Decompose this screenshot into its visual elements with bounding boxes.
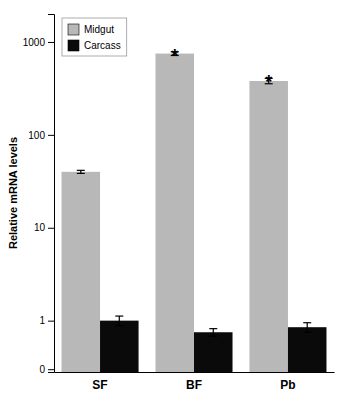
error-cap (77, 170, 85, 171)
y-tick-label: 10 (34, 222, 46, 233)
error-bar (119, 316, 120, 326)
x-tick-label: BF (186, 378, 202, 392)
legend-label: Midgut (84, 24, 114, 35)
y-tick-mark (48, 135, 54, 136)
y-axis-title: Relative mRNA levels (7, 137, 19, 249)
legend-label: Carcass (84, 40, 121, 51)
legend-swatch (68, 40, 79, 51)
series (62, 54, 288, 372)
legend-swatch (68, 24, 79, 35)
bar (100, 321, 139, 372)
y-tick: 1000 (23, 37, 54, 48)
annotation: * (171, 46, 178, 66)
x-tick: Pb (280, 378, 295, 392)
bar (62, 172, 101, 372)
error-bars (115, 316, 311, 336)
marks (62, 52, 327, 372)
error-bars (77, 52, 273, 174)
error-bar (213, 329, 214, 337)
y-tick-label: 1000 (23, 37, 46, 48)
bar (194, 332, 233, 372)
y-tick-mark (48, 369, 54, 370)
y-tick-label: 0 (39, 364, 45, 375)
error-cap (115, 325, 123, 326)
y-tick: 0 (39, 364, 54, 375)
x-axis-line (55, 372, 335, 373)
annotation: * (265, 72, 272, 92)
legend-frame (62, 18, 127, 56)
plot-area: 0 1 10 100 1000 SF BF Pb * * Midgut Carcass (23, 15, 335, 392)
x-tick-label: SF (92, 378, 107, 392)
chart: 0 1 10 100 1000 SF BF Pb * * Midgut Carcass Relative… (0, 0, 344, 400)
series (100, 321, 326, 372)
error-cap (77, 173, 85, 174)
y-tick: 10 (34, 222, 54, 233)
y-tick-label: 100 (28, 130, 45, 141)
legend: Midgut Carcass (62, 18, 127, 56)
error-bar (307, 323, 308, 333)
y-tick-mark (48, 321, 54, 322)
y-tick-mark (48, 228, 54, 229)
error-cap (209, 336, 217, 337)
y-tick-label: 1 (39, 315, 45, 326)
y-tick: 1 (39, 315, 54, 326)
x-tick: BF (186, 378, 202, 392)
legend-item: Midgut (68, 24, 114, 35)
error-cap (303, 332, 311, 333)
legend-item: Carcass (68, 40, 121, 51)
bar (249, 81, 288, 372)
x-tick: SF (92, 378, 107, 392)
x-tick-label: Pb (280, 378, 295, 392)
bar (155, 54, 194, 372)
y-tick: 100 (28, 130, 54, 141)
error-cap (209, 328, 217, 329)
error-cap (115, 315, 123, 316)
y-axis: 0 1 10 100 1000 (23, 15, 55, 375)
y-axis-line (48, 15, 55, 373)
bar (288, 327, 327, 372)
x-axis: SF BF Pb (55, 373, 335, 392)
error-cap (303, 322, 311, 323)
y-tick-mark (48, 42, 54, 43)
